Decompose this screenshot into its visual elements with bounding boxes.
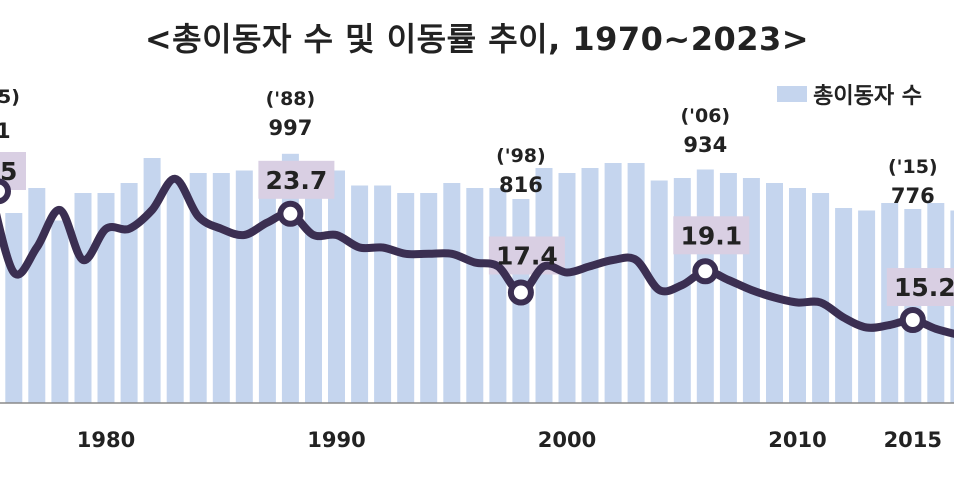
bar-1977 xyxy=(28,188,46,403)
bar-annotation-year-1988: ('88) xyxy=(266,88,316,110)
x-tick-label: 2000 xyxy=(538,428,596,452)
edge-annotation-year: 5) xyxy=(0,86,20,108)
bar-annotation-value-2015: 776 xyxy=(891,184,935,208)
bar-1990 xyxy=(328,170,345,403)
bar-1978 xyxy=(51,220,69,403)
bar-1989 xyxy=(305,165,322,403)
bar-2017 xyxy=(950,210,954,403)
bar-1999 xyxy=(535,168,553,403)
x-tick-label: 1990 xyxy=(307,428,365,452)
bar-2002 xyxy=(604,163,622,403)
bar-1981 xyxy=(120,183,138,403)
x-tick-label: 1980 xyxy=(77,428,135,452)
bar-2009 xyxy=(766,183,783,403)
legend: 총이동자 수 xyxy=(777,78,922,110)
bar-1995 xyxy=(443,183,461,403)
bar-2001 xyxy=(581,168,599,403)
bar-1983 xyxy=(166,180,184,403)
bar-1986 xyxy=(235,170,253,403)
bar-annotation-value-1988: 997 xyxy=(268,116,312,140)
legend-swatch-bar xyxy=(777,86,808,102)
bar-2012 xyxy=(835,208,853,403)
legend-label: 총이동자 수 xyxy=(813,84,922,109)
rate-label-1988: 23.7 xyxy=(266,166,328,195)
rate-marker-1988 xyxy=(277,200,304,227)
rate-marker-2006 xyxy=(692,258,719,285)
bar-2007 xyxy=(719,173,737,403)
bar-1980 xyxy=(97,193,115,403)
bar-1997 xyxy=(489,188,507,403)
bar-1984 xyxy=(189,173,207,403)
bar-1994 xyxy=(420,193,438,403)
rate-label-2015: 15.2 xyxy=(894,273,954,302)
rate-line xyxy=(0,174,954,338)
rate-label-1998: 17.4 xyxy=(496,242,558,271)
rate-label-plate-2006 xyxy=(673,216,750,255)
bar-1985 xyxy=(212,173,230,403)
bar-1976 xyxy=(5,213,23,403)
bar-2006 xyxy=(696,169,714,403)
rate-label-2006: 19.1 xyxy=(680,221,742,250)
x-tick-label: 2010 xyxy=(768,428,826,452)
bar-2000 xyxy=(558,173,576,403)
bar-2011 xyxy=(812,193,830,403)
rate-label-plate-1988 xyxy=(258,160,335,199)
bar-1991 xyxy=(351,185,369,403)
bar-1987 xyxy=(258,165,276,403)
bar-annotation-year-2006: ('06) xyxy=(680,105,730,127)
x-tick-label: 2015 xyxy=(884,428,942,452)
bar-1992 xyxy=(374,185,392,403)
bar-1993 xyxy=(397,193,415,403)
rate-marker-edge xyxy=(0,178,11,205)
rate-marker-1998 xyxy=(507,279,534,306)
bar-2013 xyxy=(858,210,876,403)
edge-annotation-value: 1 xyxy=(0,119,11,143)
bar-2010 xyxy=(789,188,806,403)
edge-rate-label: 5 xyxy=(0,157,17,186)
bar-annotation-value-1998: 816 xyxy=(499,173,543,197)
rate-label-plate-2015 xyxy=(886,268,954,306)
bar-2003 xyxy=(627,163,645,403)
bar-annotation-year-2015: ('15) xyxy=(888,156,938,178)
bar-1979 xyxy=(74,193,92,403)
bar-annotation-value-2006: 934 xyxy=(683,133,727,157)
chart-title: <총이동자 수 및 이동률 추이, 1970~2023> xyxy=(144,20,810,58)
bar-annotation-year-1998: ('98) xyxy=(496,145,546,167)
rate-marker-2015 xyxy=(899,307,926,333)
bar-1996 xyxy=(466,188,484,403)
